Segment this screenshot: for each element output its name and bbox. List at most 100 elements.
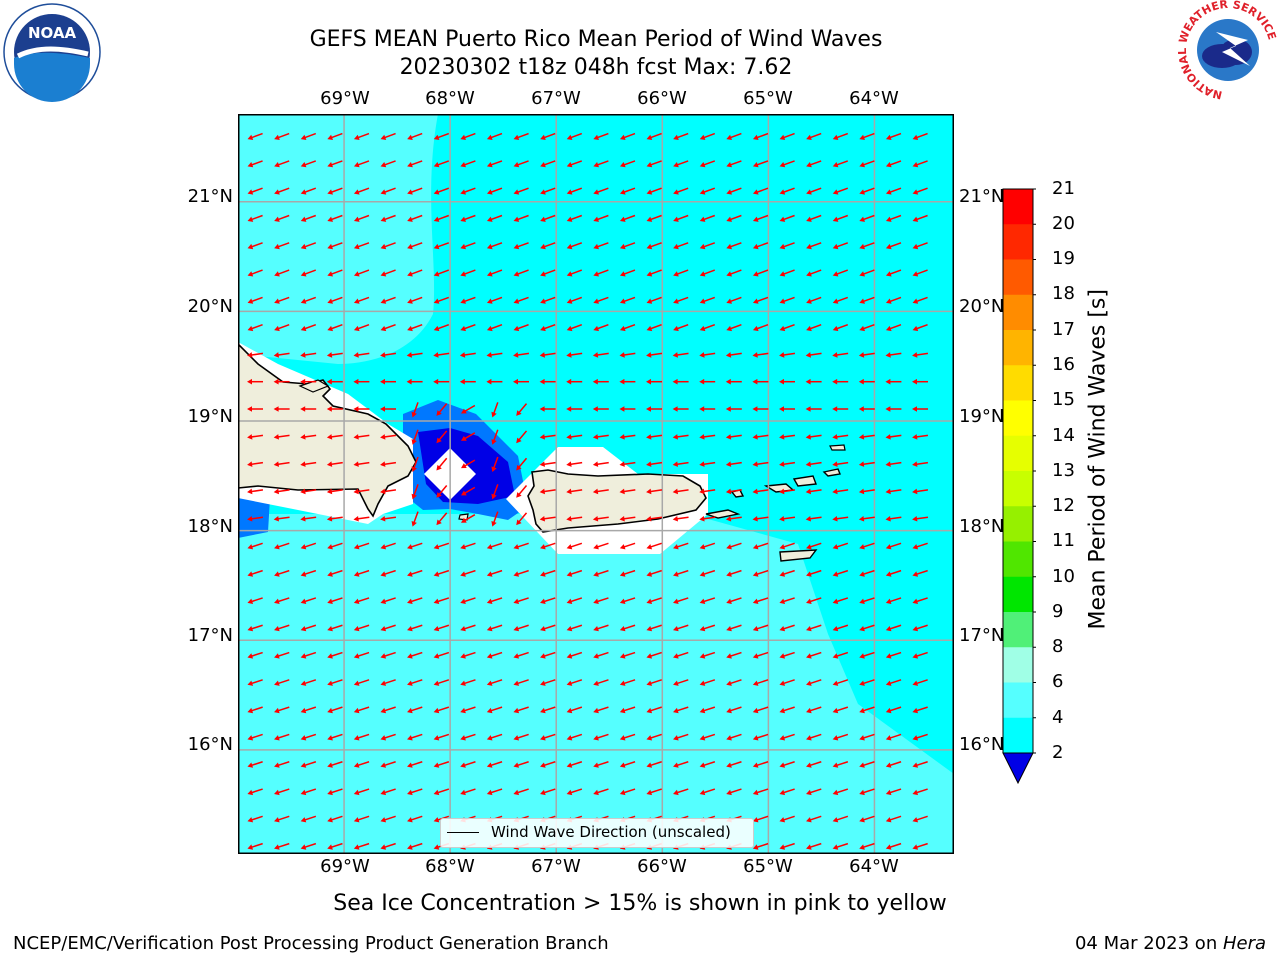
wind-wave-arrow [539, 461, 556, 467]
wind-wave-arrow [859, 542, 875, 550]
wind-wave-arrow [353, 352, 370, 358]
wind-wave-arrow [806, 132, 822, 140]
wind-wave-arrow [274, 269, 290, 277]
wind-wave-arrow [353, 461, 370, 467]
wind-wave-arrow [540, 132, 556, 140]
wind-wave-arrow [752, 406, 769, 412]
wind-wave-arrow [752, 788, 769, 796]
lat-label-right: 19°N [959, 406, 1005, 427]
wind-wave-arrow [461, 486, 476, 496]
wind-wave-arrow [486, 788, 503, 796]
colorbar-tick-label: 18 [1052, 283, 1075, 304]
wind-wave-arrow [806, 706, 822, 714]
wind-wave-arrow [273, 461, 290, 467]
wind-wave-arrow [486, 569, 503, 577]
colorbar-tick-label: 13 [1052, 460, 1075, 481]
wind-wave-arrow [646, 132, 662, 140]
footer-date: 04 Mar 2023 on Hera [1075, 933, 1266, 954]
wind-wave-arrow [327, 788, 343, 796]
wind-wave-arrow [885, 461, 902, 467]
wind-wave-arrow [673, 761, 689, 768]
wind-wave-arrow [407, 569, 423, 577]
wind-wave-arrow [353, 434, 370, 440]
wind-wave-arrow [806, 761, 822, 768]
wind-wave-arrow [593, 733, 609, 741]
wind-wave-arrow [247, 569, 263, 577]
wind-wave-arrow [779, 296, 795, 304]
wind-wave-arrow [300, 706, 317, 714]
wind-wave-arrow [274, 788, 290, 796]
wind-wave-arrow [327, 132, 343, 140]
colorbar-swatch [1003, 682, 1033, 719]
wind-wave-arrow [353, 187, 370, 195]
wind-wave-arrow [912, 187, 928, 195]
wind-wave-arrow [274, 651, 290, 659]
wind-wave-arrow [726, 214, 742, 222]
wind-wave-arrow [592, 434, 609, 440]
wind-wave-arrow [353, 378, 370, 385]
noaa-logo-text: NOAA [28, 24, 77, 42]
wind-wave-arrow [353, 733, 370, 741]
wind-wave-arrow [885, 378, 902, 385]
legend-label: Wind Wave Direction (unscaled) [491, 823, 731, 841]
wind-wave-arrow [912, 733, 928, 741]
colorbar-swatch [1003, 435, 1033, 472]
wind-wave-arrow [300, 324, 317, 332]
wind-wave-arrow [592, 461, 609, 467]
wind-wave-arrow [646, 597, 662, 604]
wind-wave-arrow [779, 406, 795, 412]
wind-wave-arrow [327, 569, 343, 577]
wind-wave-arrow [619, 542, 636, 550]
wind-wave-arrow [673, 214, 689, 222]
wind-wave-arrow [752, 187, 769, 195]
wind-wave-arrow [407, 214, 423, 222]
wind-wave-arrow [912, 488, 929, 495]
wind-wave-arrow [460, 597, 476, 604]
wind-wave-arrow [407, 761, 423, 768]
wind-wave-arrow [832, 160, 849, 168]
wind-wave-arrow [486, 542, 503, 550]
wind-wave-arrow [566, 406, 583, 412]
wind-wave-arrow [885, 788, 902, 796]
wind-wave-arrow [885, 242, 902, 250]
wind-wave-arrow [859, 269, 875, 277]
wind-wave-arrow [592, 488, 609, 495]
wind-wave-arrow [779, 160, 795, 168]
wind-wave-arrow [353, 788, 370, 796]
lat-label-right: 21°N [959, 186, 1005, 207]
wind-wave-arrow [300, 160, 317, 168]
wind-wave-arrow [300, 651, 317, 659]
wind-wave-arrow [593, 187, 609, 195]
wind-wave-arrow [752, 434, 769, 440]
wind-wave-arrow [353, 515, 370, 522]
wind-wave-arrow [407, 597, 423, 604]
wind-wave-arrow [912, 269, 928, 277]
wind-wave-arrow [646, 679, 662, 686]
wind-wave-arrow [752, 242, 769, 250]
wind-wave-arrow [327, 842, 343, 850]
wind-wave-arrow [885, 352, 902, 358]
wind-wave-arrow [805, 378, 822, 385]
wind-wave-arrow [885, 132, 902, 140]
wind-wave-arrow [300, 488, 317, 495]
wind-wave-arrow [300, 434, 317, 440]
wind-wave-arrow [805, 352, 822, 358]
land-st-croix [779, 549, 818, 562]
wind-wave-arrow [274, 569, 290, 577]
wind-wave-arrow [858, 378, 875, 385]
wind-wave-arrow [646, 296, 662, 304]
wind-wave-arrow [566, 434, 583, 440]
wind-wave-arrow [806, 624, 822, 632]
wind-wave-arrow [592, 352, 609, 358]
lat-label-left: 16°N [187, 734, 233, 755]
wind-wave-arrow [673, 679, 689, 686]
wind-wave-arrow [539, 406, 556, 412]
wind-wave-arrow [859, 842, 875, 850]
wind-wave-arrow [752, 569, 769, 577]
wind-wave-arrow [411, 456, 419, 473]
wind-wave-arrow [779, 214, 795, 222]
lat-label-left: 19°N [187, 406, 233, 427]
wind-wave-arrow [411, 484, 419, 500]
wind-wave-arrow [540, 542, 556, 550]
wind-wave-arrow [832, 269, 849, 277]
